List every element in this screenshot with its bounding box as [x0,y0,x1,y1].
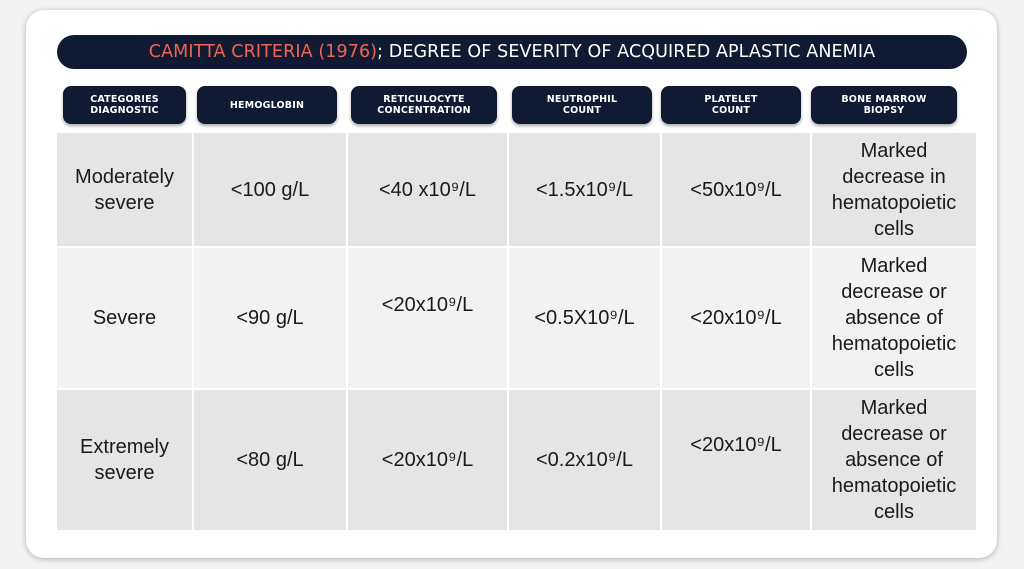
cell-platelet: <50x10⁹/L [662,133,810,246]
cell-neutrophil: <0.2x10⁹/L [509,390,660,530]
cell-platelet: <20x10⁹/L [662,248,810,388]
cell-neutrophil: <1.5x10⁹/L [509,133,660,246]
cell-platelet: <20x10⁹/L [662,390,810,530]
cell-neutrophil: <0.5X10⁹/L [509,248,660,388]
cell-hemoglobin: <100 g/L [194,133,346,246]
cell-category: Extremely severe [57,390,192,530]
cell-biopsy: Marked decrease in hematopoietic cells [812,133,976,246]
cell-reticulocyte: <20x10⁹/L [348,390,507,530]
cell-biopsy: Marked decrease or absence of hematopoie… [812,248,976,388]
header-neutrophil: NEUTROPHIL COUNT [512,86,652,124]
header-platelet: PLATELET COUNT [661,86,801,124]
header-categories: CATEGORIES DIAGNOSTIC [63,86,186,124]
cell-biopsy: Marked decrease or absence of hematopoie… [812,390,976,530]
header-reticulocyte: RETICULOCYTE CONCENTRATION [351,86,497,124]
cell-reticulocyte: <20x10⁹/L [348,248,507,388]
header-biopsy: BONE MARROW BIOPSY [811,86,957,124]
table-title: CAMITTA CRITERIA (1976); DEGREE OF SEVER… [57,35,967,69]
title-accent: CAMITTA CRITERIA (1976) [148,42,378,62]
cell-hemoglobin: <80 g/L [194,390,346,530]
cell-category: Severe [57,248,192,388]
cell-reticulocyte: <40 x10⁹/L [348,133,507,246]
severity-table: Moderately severe <100 g/L <40 x10⁹/L <1… [57,133,976,530]
cell-category: Moderately severe [57,133,192,246]
title-rest: ; DEGREE OF SEVERITY OF ACQUIRED APLASTI… [377,42,876,62]
header-hemoglobin: HEMOGLOBIN [197,86,337,124]
cell-hemoglobin: <90 g/L [194,248,346,388]
